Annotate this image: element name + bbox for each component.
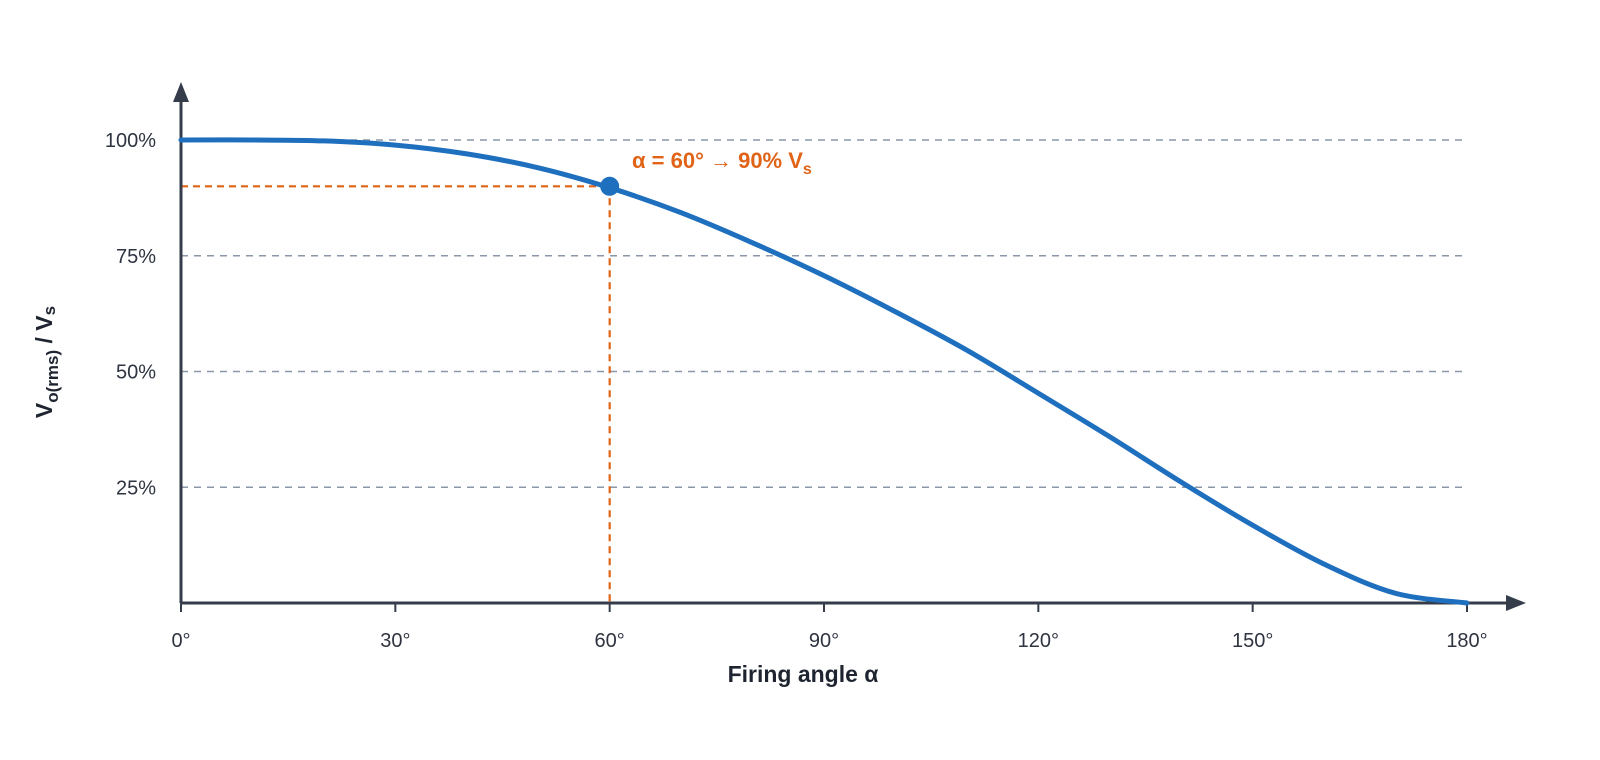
series-group (178, 137, 1470, 606)
annotation-label-main: α = 60° → 90% V (632, 148, 803, 173)
x-axis-title: Firing angle α (728, 661, 879, 687)
y-axis-title-rest-sub: s (40, 306, 59, 315)
y-axis-title-sub: o(rms) (43, 350, 62, 403)
y-axis-title: Vo(rms) / Vs (31, 306, 62, 418)
x-tick-label-60: 60° (595, 630, 625, 652)
x-tick-label-120: 120° (1018, 630, 1059, 652)
x-tick-label-30: 30° (380, 630, 410, 652)
x-tick-label-180: 180° (1446, 630, 1487, 652)
y-tick-label-75: 75% (116, 246, 156, 268)
labels-group: 0° 30° 60° 90° 120° 150° 180° 25% 50% 75% 100% (105, 130, 1488, 652)
annotation-label: α = 60° → 90% Vs (632, 148, 812, 178)
series-line-0 (178, 137, 1470, 606)
y-tick-label-100: 100% (105, 130, 156, 152)
grid-lines (181, 139, 1467, 489)
y-tick-label-50: 50% (116, 362, 156, 384)
x-tick-label-90: 90° (809, 630, 839, 652)
x-tick-label-150: 150° (1232, 630, 1273, 652)
y-axis-arrow (173, 82, 189, 102)
reference-lines (181, 185, 611, 603)
axes (173, 82, 1526, 612)
annotation-label-sub: s (803, 161, 812, 178)
y-axis-title-rest: / V (31, 315, 57, 350)
y-tick-label-25: 25% (116, 477, 156, 499)
x-axis-arrow (1506, 595, 1526, 611)
y-axis-title-main: V (31, 402, 57, 418)
highlight-point (600, 176, 620, 196)
x-tick-label-0: 0° (171, 630, 190, 652)
